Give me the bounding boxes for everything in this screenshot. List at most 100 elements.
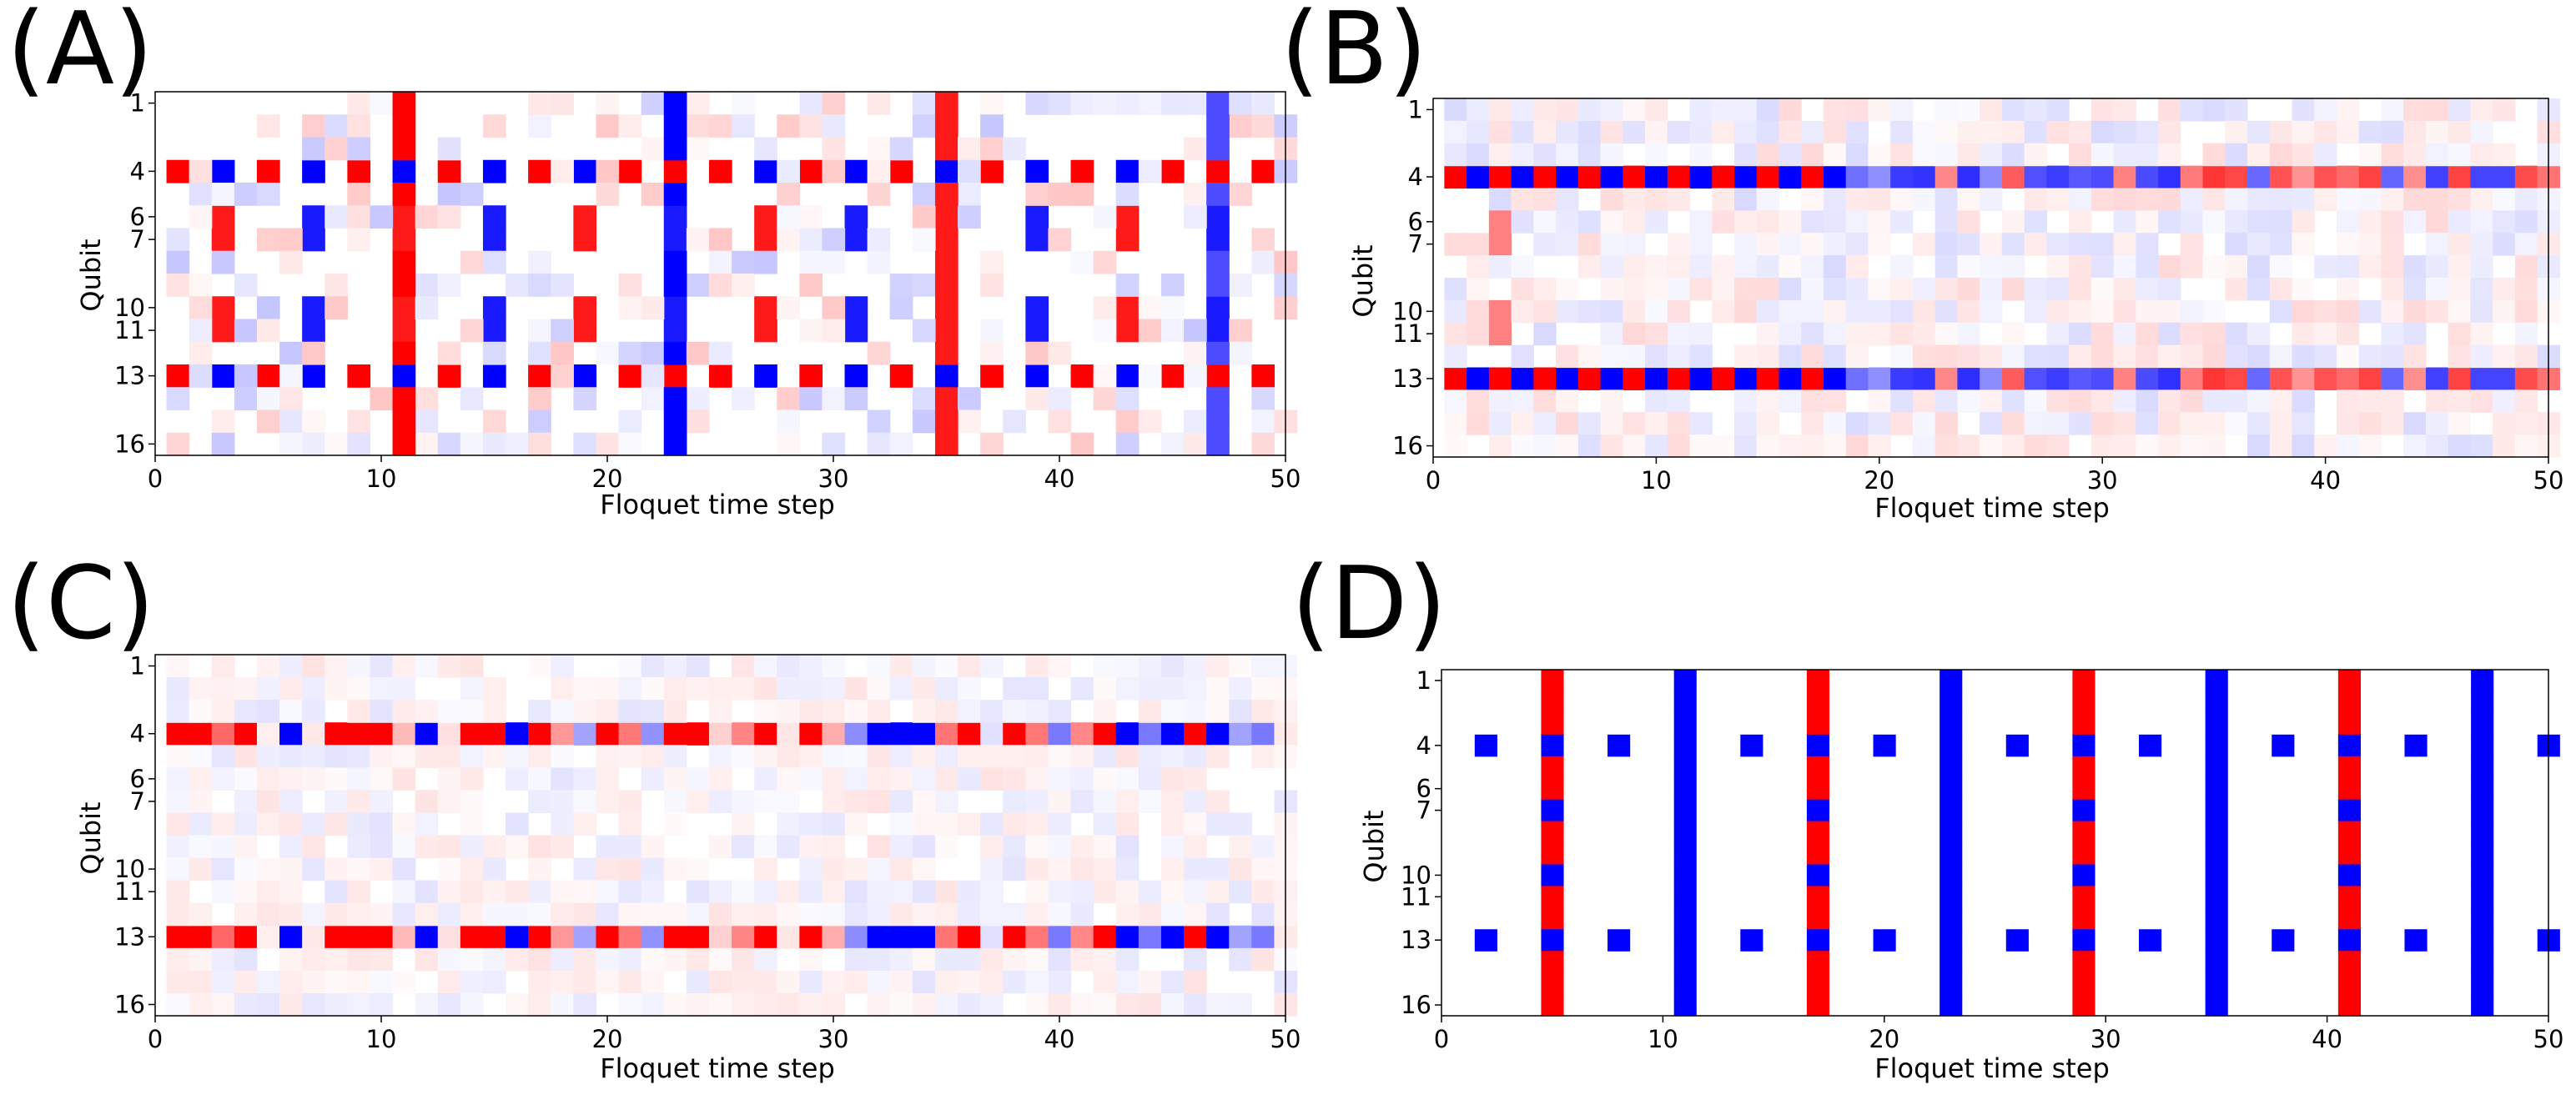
- heatmap-cell: [2337, 712, 2362, 736]
- heatmap-cell: [1138, 745, 1162, 768]
- heatmap-cell: [1003, 745, 1026, 768]
- heatmap-cell: [777, 387, 800, 411]
- heatmap-cell: [1251, 722, 1275, 746]
- heatmap-cell: [1025, 767, 1049, 791]
- heatmap-cell: [844, 812, 868, 836]
- heatmap-cell: [189, 319, 213, 343]
- heatmap-cell: [437, 745, 461, 768]
- heatmap-cell: [1138, 925, 1162, 949]
- heatmap-cells: [1444, 98, 2560, 458]
- heatmap-cell: [2180, 255, 2204, 279]
- y-tick-label: 6: [1408, 208, 1423, 236]
- heatmap-cell: [1801, 322, 1824, 346]
- heatmap-cell: [1957, 299, 1980, 324]
- heatmap-cell: [189, 790, 213, 814]
- heatmap-cell: [1541, 886, 1564, 908]
- heatmap-cell: [867, 722, 891, 746]
- heatmap-cell: [777, 114, 800, 138]
- heatmap-cell: [1940, 907, 1963, 930]
- heatmap-cell: [211, 364, 235, 388]
- heatmap-cell: [934, 902, 958, 927]
- heatmap-cell: [686, 722, 710, 746]
- heatmap-cell: [1070, 92, 1094, 115]
- heatmap-cell: [889, 947, 913, 972]
- heatmap-cell: [2069, 344, 2092, 369]
- heatmap-cell: [1467, 412, 1490, 435]
- heatmap-cell: [2205, 972, 2228, 995]
- heatmap-cell: [2136, 188, 2159, 211]
- heatmap-cell: [2024, 412, 2047, 435]
- heatmap-cell: [799, 835, 823, 859]
- heatmap-cell: [325, 432, 348, 456]
- heatmap-cell: [2202, 98, 2226, 122]
- heatmap-cell: [279, 432, 303, 456]
- heatmap-cell: [2005, 734, 2029, 757]
- heatmap-cell: [2225, 143, 2248, 167]
- heatmap-cell: [528, 880, 551, 904]
- heatmap-cell: [2448, 278, 2472, 301]
- heatmap-cell: [1577, 210, 1602, 234]
- heatmap-cell: [686, 228, 710, 252]
- x-tick-label: 40: [2310, 466, 2341, 495]
- heatmap-cell: [686, 137, 710, 161]
- heatmap-cell: [958, 700, 981, 723]
- heatmap-cell: [641, 970, 665, 994]
- heatmap-cell: [663, 92, 687, 115]
- heatmap-cell: [2337, 799, 2362, 822]
- heatmap-cell: [1556, 165, 1579, 189]
- heatmap-cell: [934, 947, 958, 972]
- heatmap-cell: [958, 745, 981, 768]
- heatmap-cell: [912, 92, 936, 115]
- heatmap-cell: [663, 114, 687, 138]
- heatmap-cell: [2337, 756, 2362, 779]
- heatmap-cell: [437, 992, 461, 1017]
- heatmap-cell: [506, 992, 529, 1017]
- heatmap-cell: [370, 205, 394, 229]
- heatmap-cell: [822, 655, 846, 678]
- heatmap-cell: [1251, 655, 1275, 678]
- heatmap-cell: [2448, 255, 2472, 279]
- heatmap-cell: [1673, 994, 1697, 1017]
- heatmap-cell: [1980, 120, 2003, 144]
- heatmap-cell: [1003, 925, 1026, 949]
- heatmap-cell: [2381, 255, 2404, 279]
- x-tick-label: 20: [592, 1025, 623, 1053]
- heatmap-cell: [189, 992, 213, 1017]
- heatmap-cell: [1712, 165, 1735, 189]
- heatmap-cell: [528, 92, 551, 115]
- heatmap-cell: [2292, 434, 2315, 458]
- heatmap-cell: [2493, 98, 2516, 122]
- heatmap-cell: [2358, 255, 2382, 279]
- heatmap-cell: [663, 677, 687, 701]
- heatmap-cell: [980, 700, 1004, 723]
- heatmap-cell: [2514, 434, 2538, 458]
- heatmap-cell: [302, 364, 325, 388]
- heatmap-cell: [1673, 691, 1697, 714]
- heatmap-cell: [166, 767, 190, 791]
- heatmap-cell: [754, 722, 777, 746]
- heatmap-cell: [1806, 821, 1830, 844]
- heatmap-cell: [1251, 114, 1275, 138]
- x-tick-label: 0: [148, 1025, 163, 1053]
- heatmap-cell: [2225, 412, 2248, 435]
- heatmap-cell: [1511, 143, 1534, 167]
- heatmap-cell: [618, 902, 642, 927]
- heatmap-cell: [596, 947, 620, 972]
- heatmap-cell: [2090, 278, 2115, 301]
- heatmap-cell: [2448, 344, 2472, 369]
- heatmap-cell: [1093, 925, 1117, 949]
- heatmap-cell: [2471, 734, 2494, 757]
- heatmap-cell: [189, 745, 213, 768]
- heatmap-cell: [528, 387, 551, 411]
- heatmap-cell: [1673, 712, 1697, 736]
- heatmap-cell: [596, 767, 620, 791]
- heatmap-cell: [1474, 929, 1497, 952]
- heatmap-cell: [980, 970, 1004, 994]
- heatmap-cell: [1935, 322, 1958, 346]
- heatmap-cell: [844, 880, 868, 904]
- heatmap-cell: [1115, 902, 1140, 927]
- heatmap-cell: [1048, 183, 1072, 206]
- heatmap-cell: [2180, 233, 2204, 256]
- heatmap-cell: [370, 655, 394, 678]
- heatmap-cell: [1206, 228, 1230, 252]
